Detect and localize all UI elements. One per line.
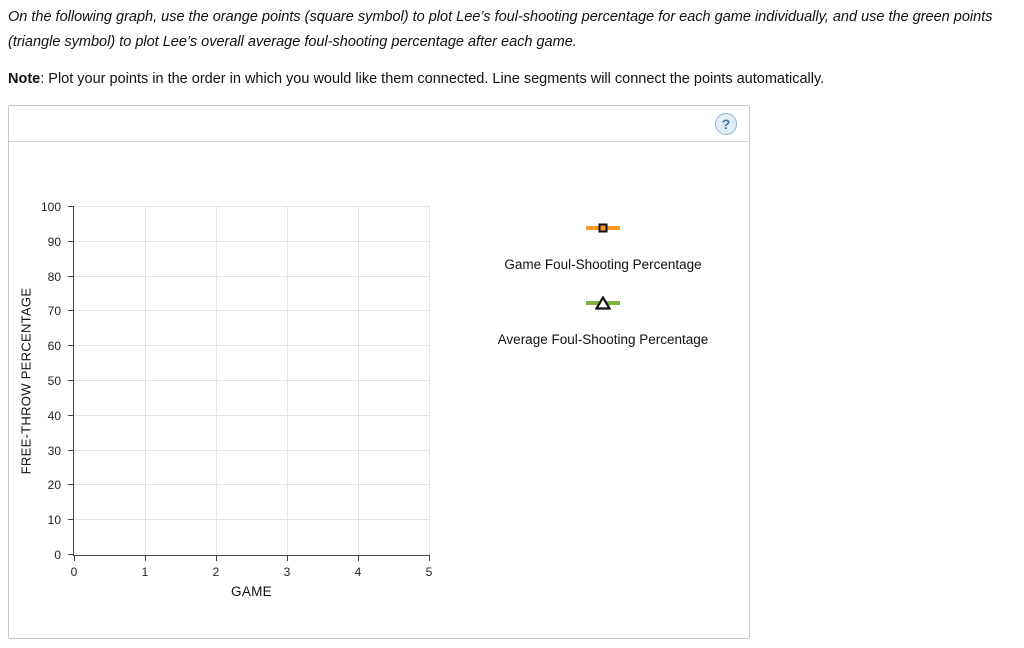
x-tick-mark <box>358 555 359 561</box>
y-tick-label: 0 <box>54 548 61 562</box>
x-tick-label: 1 <box>141 565 149 579</box>
x-tick-label: 0 <box>70 565 78 579</box>
panel-header: ? <box>9 106 749 142</box>
x-tick-mark <box>216 555 217 561</box>
gridline <box>74 484 429 486</box>
x-tick-mark <box>74 555 75 561</box>
gridline <box>216 207 217 555</box>
gridline <box>358 207 359 555</box>
x-tick-label: 3 <box>283 565 291 579</box>
y-axis-title: FREE-THROW PERCENTAGE <box>18 287 34 475</box>
x-tick-label: 5 <box>425 565 433 579</box>
x-tick-mark <box>429 555 430 561</box>
y-tick-mark <box>68 240 74 242</box>
gridline <box>145 207 146 555</box>
x-tick-label: 2 <box>212 565 220 579</box>
y-tick-label: 90 <box>47 234 61 249</box>
y-tick-label: 20 <box>47 478 61 493</box>
legend-item-game: Game Foul-Shooting Percentage <box>504 221 702 272</box>
y-tick-mark <box>68 519 74 521</box>
square-point-icon <box>598 223 608 233</box>
legend: Game Foul-Shooting Percentage Average Fo… <box>458 221 748 371</box>
instructions-text: On the following graph, use the orange p… <box>8 9 993 50</box>
panel-body: GAME FREE-THROW PERCENTAGE 0 1 2 3 4 5 0 10 20 30… <box>9 142 749 639</box>
x-tick-label: 4 <box>354 565 362 579</box>
gridline <box>74 345 429 347</box>
y-tick-label: 30 <box>47 443 61 458</box>
square-marker-icon[interactable] <box>586 221 620 235</box>
x-axis-title: GAME <box>231 584 272 599</box>
question-mark-icon: ? <box>721 116 731 132</box>
gridline <box>74 275 429 277</box>
note-text: Note: Plot your points in the order in w… <box>8 68 1012 90</box>
gridline <box>74 449 429 451</box>
plot-area[interactable]: GAME FREE-THROW PERCENTAGE 0 1 2 3 4 5 0 10 20 30… <box>19 200 433 599</box>
y-tick-mark <box>68 449 74 451</box>
y-tick-label: 10 <box>47 513 61 528</box>
note-body: : Plot your points in the order in which… <box>40 71 825 87</box>
y-tick-label: 60 <box>47 339 61 354</box>
y-tick-mark <box>68 345 74 347</box>
y-tick-label: 100 <box>40 200 61 214</box>
gridline <box>74 310 429 312</box>
y-tick-label: 40 <box>47 408 61 423</box>
y-tick-mark <box>68 310 74 312</box>
y-tick-mark <box>68 414 74 416</box>
gridline <box>74 414 429 416</box>
y-tick-mark <box>68 275 74 277</box>
help-button[interactable]: ? <box>715 113 737 135</box>
triangle-point-icon <box>595 296 611 310</box>
note-label: Note <box>8 71 41 87</box>
legend-label-game: Game Foul-Shooting Percentage <box>504 257 702 272</box>
gridline <box>74 519 429 521</box>
y-tick-label: 50 <box>47 374 61 388</box>
legend-item-average: Average Foul-Shooting Percentage <box>497 296 709 347</box>
y-tick-label: 70 <box>47 304 61 319</box>
y-tick-mark <box>68 484 74 486</box>
legend-label-average: Average Foul-Shooting Percentage <box>497 332 709 347</box>
y-tick-mark <box>68 206 74 207</box>
y-tick-label: 80 <box>47 269 61 284</box>
gridline <box>74 380 429 381</box>
gridline <box>74 240 429 242</box>
x-tick-mark <box>287 555 288 561</box>
x-tick-mark <box>145 555 146 561</box>
triangle-marker-icon[interactable] <box>586 296 620 310</box>
y-tick-mark <box>68 380 74 381</box>
problem-panel: ? GAME FREE-THROW PERCENTAGE 0 1 2 3 4 5 0 10 20… <box>8 105 750 639</box>
y-tick-mark <box>68 554 74 555</box>
gridline <box>287 207 288 555</box>
